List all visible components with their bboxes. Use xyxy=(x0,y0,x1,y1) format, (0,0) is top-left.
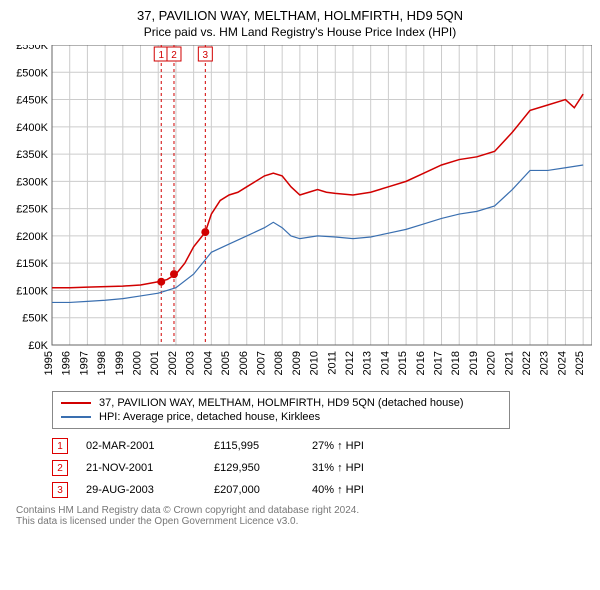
svg-text:2022: 2022 xyxy=(521,351,533,375)
svg-text:2011: 2011 xyxy=(326,351,338,375)
svg-text:2016: 2016 xyxy=(415,351,427,375)
svg-text:2017: 2017 xyxy=(433,351,445,375)
footer-line: Contains HM Land Registry data © Crown c… xyxy=(16,505,584,516)
svg-text:1995: 1995 xyxy=(43,351,55,375)
event-price: £129,950 xyxy=(214,462,294,474)
svg-text:2015: 2015 xyxy=(397,351,409,375)
svg-text:2014: 2014 xyxy=(379,351,391,375)
event-date: 02-MAR-2001 xyxy=(86,440,196,452)
event-row: 1 02-MAR-2001 £115,995 27% ↑ HPI xyxy=(52,435,592,457)
svg-text:£300K: £300K xyxy=(16,176,48,188)
svg-text:2020: 2020 xyxy=(486,351,498,375)
svg-text:2005: 2005 xyxy=(220,351,232,375)
svg-text:£0K: £0K xyxy=(28,340,48,352)
event-date: 21-NOV-2001 xyxy=(86,462,196,474)
svg-text:2003: 2003 xyxy=(185,351,197,375)
legend-row: HPI: Average price, detached house, Kirk… xyxy=(61,410,501,424)
legend-swatch xyxy=(61,416,91,418)
legend-swatch xyxy=(61,402,91,404)
svg-text:2002: 2002 xyxy=(167,351,179,375)
event-delta: 40% ↑ HPI xyxy=(312,484,402,496)
svg-text:1: 1 xyxy=(158,50,164,61)
svg-text:2013: 2013 xyxy=(362,351,374,375)
chart-subtitle: Price paid vs. HM Land Registry's House … xyxy=(8,25,592,39)
svg-text:2021: 2021 xyxy=(503,351,515,375)
svg-text:3: 3 xyxy=(203,50,209,61)
svg-text:£400K: £400K xyxy=(16,122,48,134)
legend-row: 37, PAVILION WAY, MELTHAM, HOLMFIRTH, HD… xyxy=(61,396,501,410)
svg-text:1997: 1997 xyxy=(78,351,90,375)
svg-text:2024: 2024 xyxy=(556,351,568,375)
chart-area: £0K £50K £100K £150K £200K £250K £300K £350K £40… xyxy=(8,45,592,385)
svg-text:£550K: £550K xyxy=(16,45,48,52)
svg-text:2004: 2004 xyxy=(202,351,214,375)
svg-text:2019: 2019 xyxy=(468,351,480,375)
chart-title: 37, PAVILION WAY, MELTHAM, HOLMFIRTH, HD… xyxy=(8,8,592,23)
event-marker: 1 xyxy=(52,438,68,454)
svg-text:£100K: £100K xyxy=(16,285,48,297)
svg-text:£200K: £200K xyxy=(16,231,48,243)
svg-text:2006: 2006 xyxy=(238,351,250,375)
svg-text:2009: 2009 xyxy=(291,351,303,375)
event-price: £207,000 xyxy=(214,484,294,496)
svg-text:£500K: £500K xyxy=(16,67,48,79)
svg-text:2010: 2010 xyxy=(309,351,321,375)
svg-text:£250K: £250K xyxy=(16,204,48,216)
svg-text:1998: 1998 xyxy=(96,351,108,375)
legend-label: 37, PAVILION WAY, MELTHAM, HOLMFIRTH, HD… xyxy=(99,397,464,409)
event-delta: 31% ↑ HPI xyxy=(312,462,402,474)
footer-note: Contains HM Land Registry data © Crown c… xyxy=(16,505,584,527)
svg-text:£150K: £150K xyxy=(16,258,48,270)
svg-text:2018: 2018 xyxy=(450,351,462,375)
svg-text:2007: 2007 xyxy=(255,351,267,375)
event-price: £115,995 xyxy=(214,440,294,452)
footer-line: This data is licensed under the Open Gov… xyxy=(16,516,584,527)
svg-text:2008: 2008 xyxy=(273,351,285,375)
svg-text:2023: 2023 xyxy=(539,351,551,375)
event-row: 3 29-AUG-2003 £207,000 40% ↑ HPI xyxy=(52,479,592,501)
svg-text:1996: 1996 xyxy=(61,351,73,375)
svg-text:2000: 2000 xyxy=(132,351,144,375)
event-delta: 27% ↑ HPI xyxy=(312,440,402,452)
events-table: 1 02-MAR-2001 £115,995 27% ↑ HPI 2 21-NOV-200… xyxy=(52,435,592,501)
legend: 37, PAVILION WAY, MELTHAM, HOLMFIRTH, HD… xyxy=(52,391,510,429)
svg-text:£50K: £50K xyxy=(22,313,48,325)
svg-text:1999: 1999 xyxy=(114,351,126,375)
event-marker: 2 xyxy=(52,460,68,476)
svg-text:2001: 2001 xyxy=(149,351,161,375)
legend-label: HPI: Average price, detached house, Kirk… xyxy=(99,411,320,423)
svg-text:£450K: £450K xyxy=(16,95,48,107)
svg-text:£350K: £350K xyxy=(16,149,48,161)
svg-text:2025: 2025 xyxy=(574,351,586,375)
price-chart: £0K £50K £100K £150K £200K £250K £300K £350K £40… xyxy=(8,45,592,385)
event-marker: 3 xyxy=(52,482,68,498)
event-date: 29-AUG-2003 xyxy=(86,484,196,496)
event-row: 2 21-NOV-2001 £129,950 31% ↑ HPI xyxy=(52,457,592,479)
svg-text:2: 2 xyxy=(171,50,177,61)
svg-text:2012: 2012 xyxy=(344,351,356,375)
